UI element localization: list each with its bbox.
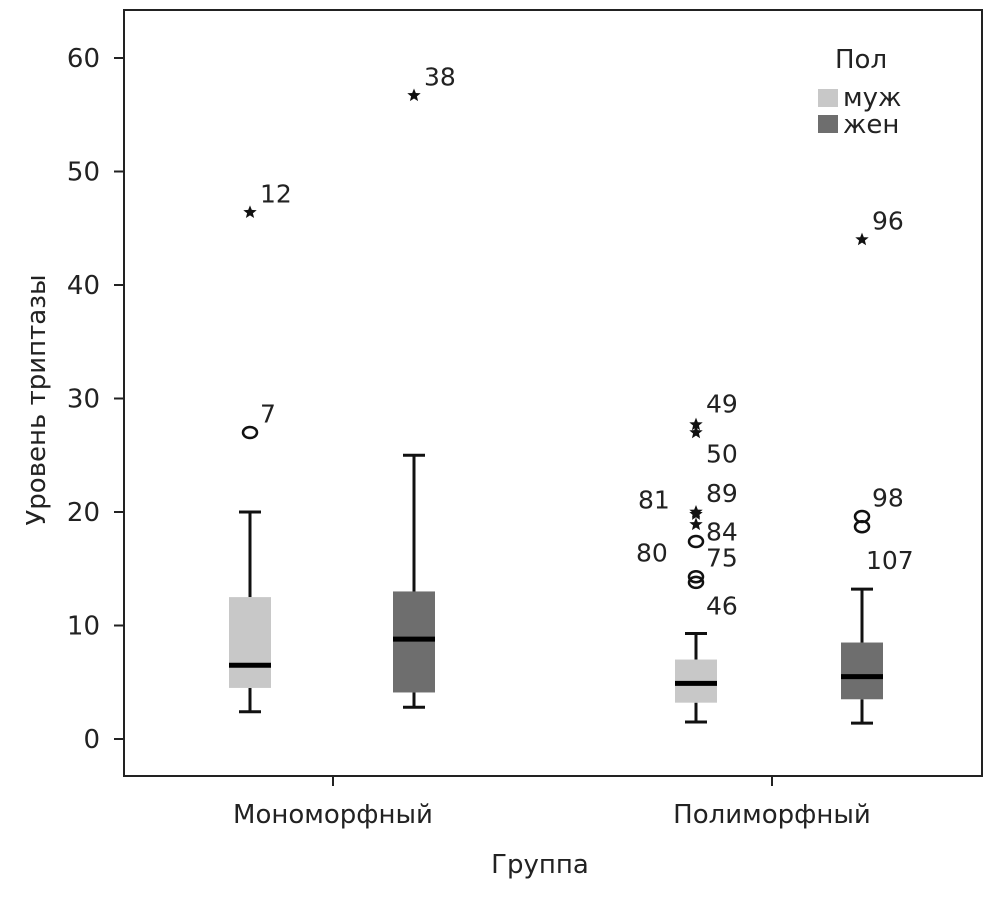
x-tick-label: Мономорфный xyxy=(233,800,433,830)
iqr-box xyxy=(393,591,435,693)
box-Мономорфный-муж: 7 12 xyxy=(229,179,292,714)
outlier-label: 81 xyxy=(638,485,670,514)
y-axis: 0 10 20 30 40 50 60 xyxy=(67,44,124,755)
outlier-label: 98 xyxy=(872,484,904,513)
legend-swatch-female xyxy=(818,115,838,133)
outlier-circle xyxy=(687,534,705,549)
outlier-star xyxy=(855,232,869,246)
y-tick-label: 40 xyxy=(67,271,100,301)
iqr-box xyxy=(841,642,883,700)
outlier-label: 80 xyxy=(636,539,668,568)
outlier-label: 12 xyxy=(260,179,292,208)
outlier-star xyxy=(407,88,421,102)
legend-label-female: жен xyxy=(843,110,899,140)
outlier-label: 49 xyxy=(706,390,738,419)
outlier-star xyxy=(689,507,703,520)
y-tick-label: 20 xyxy=(67,498,100,528)
plot-frame xyxy=(123,9,983,777)
outlier-circle xyxy=(853,520,871,534)
legend-label-male: муж xyxy=(843,83,901,113)
iqr-box xyxy=(229,597,271,688)
outlier-label: 96 xyxy=(872,207,904,236)
outlier-star xyxy=(689,417,703,431)
outlier-star xyxy=(243,205,257,218)
outlier-label: 84 xyxy=(706,517,738,546)
outlier-label: 50 xyxy=(706,440,738,469)
y-tick-label: 0 xyxy=(83,725,100,755)
outlier-label: 89 xyxy=(706,479,738,508)
y-tick-label: 50 xyxy=(67,158,100,188)
x-axis-label: Группа xyxy=(491,850,589,880)
box-Полиморфный-муж: 49 50 89 81 84 80 75 46 xyxy=(636,390,738,724)
outlier-star xyxy=(689,425,703,439)
y-tick-label: 10 xyxy=(67,612,100,642)
box-Полиморфный-жен: 98 107 96 xyxy=(841,207,914,725)
y-tick-label: 60 xyxy=(67,44,100,74)
boxes: 7 12 38 49 50 89 81 84 80 75 46 98 107 96 xyxy=(229,62,914,725)
outlier-star xyxy=(689,517,703,531)
x-axis: Мономорфный Полиморфный xyxy=(233,776,871,830)
outlier-label: 7 xyxy=(260,400,276,429)
outlier-circle xyxy=(241,425,259,440)
outlier-label: 38 xyxy=(424,62,456,91)
outlier-label: 46 xyxy=(706,591,738,620)
y-tick-label: 30 xyxy=(67,385,100,415)
legend-title: Пол xyxy=(835,45,887,75)
outlier-label: 107 xyxy=(866,546,914,575)
box-Мономорфный-жен: 38 xyxy=(393,62,456,709)
outlier-circle xyxy=(687,575,705,590)
y-axis-label: Уровень триптазы xyxy=(22,274,52,525)
legend: Пол муж жен xyxy=(818,45,901,140)
legend-swatch-male xyxy=(818,89,838,107)
outlier-label: 75 xyxy=(706,544,738,573)
outlier-circle xyxy=(687,569,705,584)
x-tick-label: Полиморфный xyxy=(673,800,871,830)
